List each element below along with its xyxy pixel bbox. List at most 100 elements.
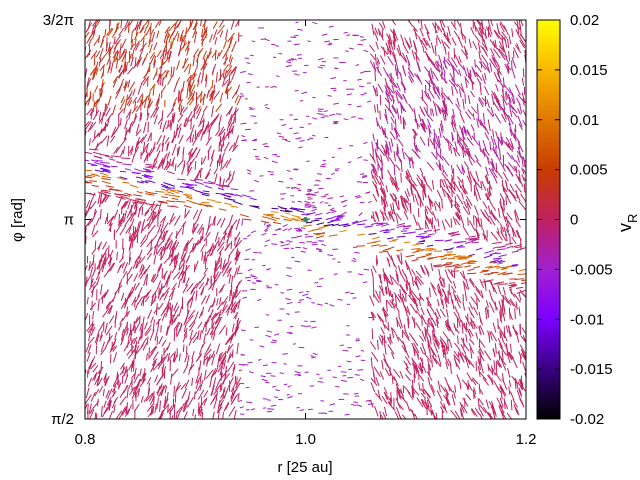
velocity-arrow — [469, 321, 474, 330]
velocity-arrow — [329, 207, 335, 211]
velocity-arrow — [209, 242, 214, 252]
velocity-arrow — [230, 388, 235, 400]
velocity-arrow — [415, 304, 420, 312]
velocity-arrow — [228, 170, 231, 181]
velocity-arrow — [207, 343, 212, 351]
velocity-arrow — [164, 50, 167, 60]
velocity-arrow — [389, 274, 394, 286]
velocity-arrow — [471, 408, 478, 417]
velocity-arrow — [163, 290, 169, 301]
velocity-arrow — [195, 380, 200, 390]
velocity-arrow — [98, 385, 104, 393]
velocity-arrow — [222, 224, 231, 235]
velocity-arrow — [184, 208, 187, 218]
velocity-arrow — [388, 336, 393, 344]
velocity-arrow — [121, 206, 123, 215]
velocity-arrow — [475, 219, 478, 228]
velocity-arrow — [218, 154, 222, 166]
velocity-arrow — [411, 290, 420, 301]
velocity-arrow — [143, 264, 151, 275]
velocity-arrow — [124, 119, 128, 130]
velocity-arrow — [354, 251, 360, 254]
velocity-arrow — [270, 404, 277, 407]
velocity-arrow — [183, 404, 188, 413]
velocity-arrow — [471, 241, 479, 244]
velocity-arrow — [293, 73, 300, 76]
velocity-arrow — [495, 131, 499, 139]
velocity-arrow — [478, 119, 482, 127]
velocity-arrow — [222, 266, 230, 277]
velocity-arrow — [454, 141, 458, 151]
velocity-arrow — [201, 30, 207, 38]
velocity-arrow — [200, 287, 205, 296]
velocity-arrow — [186, 110, 193, 122]
velocity-arrow — [136, 256, 142, 269]
velocity-arrow — [457, 61, 465, 71]
velocity-arrow — [294, 374, 301, 376]
velocity-arrow — [133, 229, 140, 241]
velocity-arrow — [99, 330, 103, 339]
velocity-arrow — [422, 365, 427, 374]
velocity-arrow — [282, 228, 288, 232]
velocity-arrow — [271, 339, 277, 342]
velocity-arrow — [202, 50, 208, 60]
velocity-arrow — [87, 344, 92, 354]
velocity-arrow — [458, 348, 464, 361]
velocity-arrow — [96, 262, 101, 270]
velocity-arrow — [330, 77, 337, 80]
velocity-arrow — [404, 241, 411, 244]
velocity-arrow — [173, 351, 176, 362]
velocity-arrow — [86, 78, 92, 90]
velocity-arrow — [475, 229, 480, 239]
velocity-arrow — [378, 336, 384, 346]
velocity-arrow — [460, 261, 470, 265]
velocity-arrow — [153, 246, 157, 256]
velocity-arrow — [234, 289, 239, 298]
velocity-arrow — [182, 151, 184, 162]
velocity-arrow — [399, 317, 403, 328]
velocity-arrow — [183, 160, 186, 169]
velocity-arrow — [351, 260, 357, 262]
velocity-arrow — [495, 83, 499, 92]
velocity-arrow — [497, 284, 502, 295]
velocity-arrow — [277, 205, 287, 210]
velocity-arrow — [335, 67, 339, 70]
velocity-arrow — [401, 414, 407, 419]
velocity-arrow — [493, 360, 496, 371]
velocity-arrow — [381, 395, 388, 405]
velocity-arrow — [466, 67, 471, 80]
velocity-arrow — [312, 117, 318, 120]
velocity-arrow — [403, 386, 411, 394]
velocity-arrow — [196, 91, 203, 101]
velocity-arrow — [376, 87, 378, 96]
velocity-arrow — [267, 217, 277, 222]
velocity-arrow — [218, 358, 225, 368]
velocity-arrow — [371, 311, 377, 319]
velocity-arrow — [101, 79, 104, 88]
velocity-arrow — [516, 286, 524, 289]
velocity-arrow — [511, 110, 518, 118]
velocity-arrow — [459, 382, 462, 390]
velocity-arrow — [389, 397, 392, 406]
velocity-arrow — [296, 54, 302, 56]
velocity-arrow — [225, 29, 229, 40]
velocity-arrow — [231, 40, 237, 53]
velocity-arrow — [510, 343, 512, 353]
velocity-arrow — [496, 248, 506, 251]
velocity-arrow — [163, 34, 167, 44]
velocity-arrow — [204, 278, 210, 287]
velocity-arrow — [487, 272, 495, 276]
velocity-arrow — [412, 192, 415, 203]
velocity-arrow — [358, 85, 364, 88]
velocity-arrow — [452, 65, 460, 75]
velocity-arrow — [140, 180, 149, 184]
velocity-arrow — [492, 246, 499, 249]
velocity-arrow — [487, 330, 490, 338]
velocity-arrow — [484, 72, 487, 81]
velocity-arrow — [265, 285, 270, 287]
velocity-arrow — [403, 346, 410, 358]
velocity-arrow — [522, 68, 525, 78]
velocity-arrow — [85, 344, 90, 352]
velocity-arrow — [254, 155, 260, 158]
velocity-arrow — [167, 119, 170, 128]
